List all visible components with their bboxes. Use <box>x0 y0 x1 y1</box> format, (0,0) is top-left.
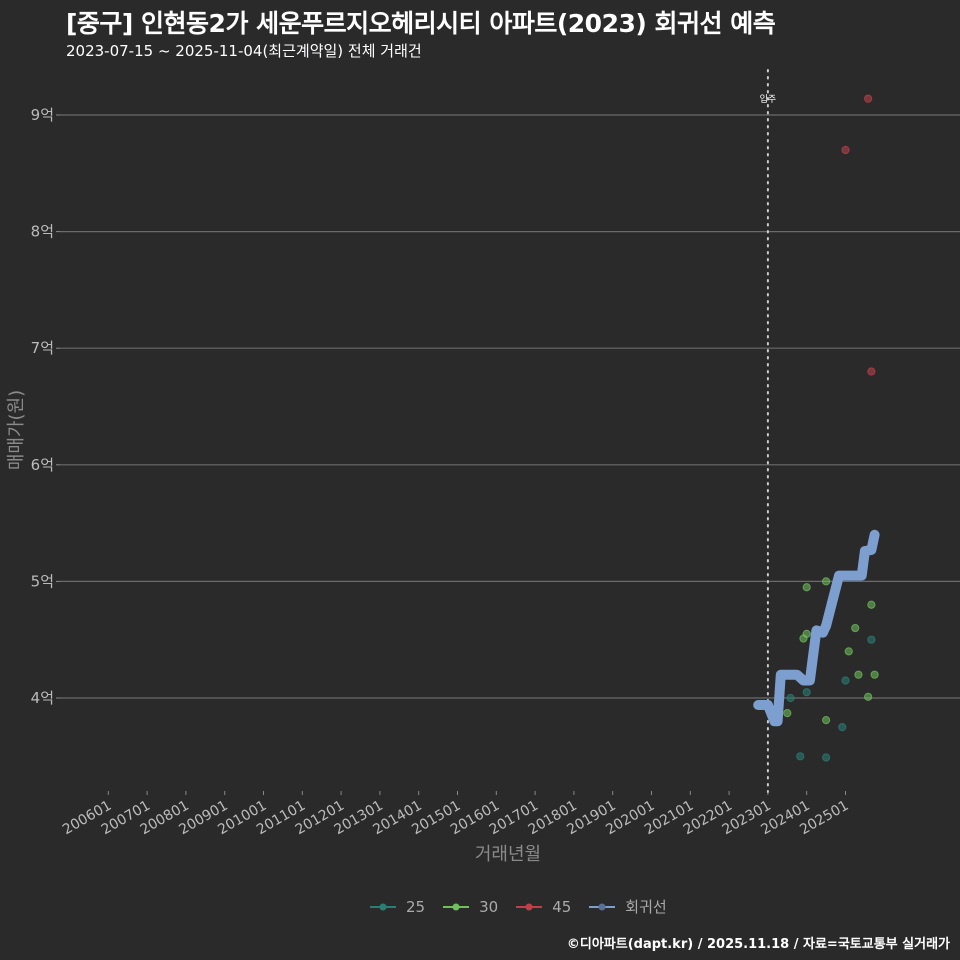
data-point-25 <box>802 688 811 697</box>
data-point-30 <box>783 709 792 718</box>
data-point-30 <box>864 692 873 701</box>
y-axis: 4억 5억 6억 7억 8억 9억 <box>31 106 60 707</box>
legend-item-30: 30 <box>443 898 498 916</box>
data-point-30 <box>802 583 811 592</box>
data-point-30 <box>802 629 811 638</box>
data-point-25 <box>796 752 805 761</box>
chart-legend: 25 30 45 회귀선 <box>370 896 675 917</box>
legend-key-30-icon <box>443 903 470 910</box>
data-point-25 <box>838 723 847 732</box>
data-point-30 <box>844 647 853 656</box>
regression-path <box>753 529 880 727</box>
data-point-45 <box>867 367 876 376</box>
data-point-25 <box>867 635 876 644</box>
move-in-annotation: 입주 <box>760 69 777 793</box>
y-axis-label: 매매가(원) <box>6 390 27 470</box>
y-grid-lines <box>60 114 960 699</box>
chart-subtitle: 2023-07-15 ~ 2025-11-04(최근계약일) 전체 거래건 <box>66 42 422 60</box>
y-tick-label: 5억 <box>31 572 54 590</box>
legend-key-regression-icon <box>589 903 616 910</box>
y-tick-label: 7억 <box>31 339 54 357</box>
data-point-30 <box>851 623 860 633</box>
y-tick-label: 8억 <box>31 223 54 241</box>
x-axis-label: 거래년월 <box>475 844 541 865</box>
legend-item-regression: 회귀선 <box>589 896 667 917</box>
data-point-30 <box>822 716 831 725</box>
legend-label-45: 45 <box>552 897 572 916</box>
data-point-25 <box>786 693 795 703</box>
legend-label-30: 30 <box>479 897 499 916</box>
legend-key-25-icon <box>370 903 396 910</box>
x-axis: 2006012007012008012009012010012011012012… <box>60 791 852 838</box>
data-point-30 <box>822 577 831 586</box>
legend-item-25: 25 <box>370 898 425 916</box>
data-point-30 <box>870 670 879 679</box>
y-tick-label: 6억 <box>31 456 54 474</box>
legend-item-45: 45 <box>516 898 571 916</box>
chart-title: [중구] 인현동2가 세운푸르지오헤리시티 아파트(2023) 회귀선 예측 <box>66 9 776 38</box>
legend-label-regression: 회귀선 <box>625 898 667 916</box>
data-point-30 <box>867 600 876 609</box>
y-tick-label: 9억 <box>31 106 54 124</box>
scatter-points <box>783 94 879 762</box>
data-point-45 <box>841 145 850 155</box>
data-point-25 <box>822 753 831 762</box>
data-point-25 <box>841 676 850 685</box>
regression-line <box>753 529 880 727</box>
legend-label-25: 25 <box>406 897 426 916</box>
legend-key-45-icon <box>516 903 543 910</box>
data-point-30 <box>854 670 863 679</box>
move-in-label: 입주 <box>760 93 777 105</box>
data-point-45 <box>864 94 873 103</box>
source-caption: ©디아파트(dapt.kr) / 2025.11.18 / 자료=국토교통부 실… <box>566 937 950 952</box>
y-tick-label: 4억 <box>31 689 54 707</box>
